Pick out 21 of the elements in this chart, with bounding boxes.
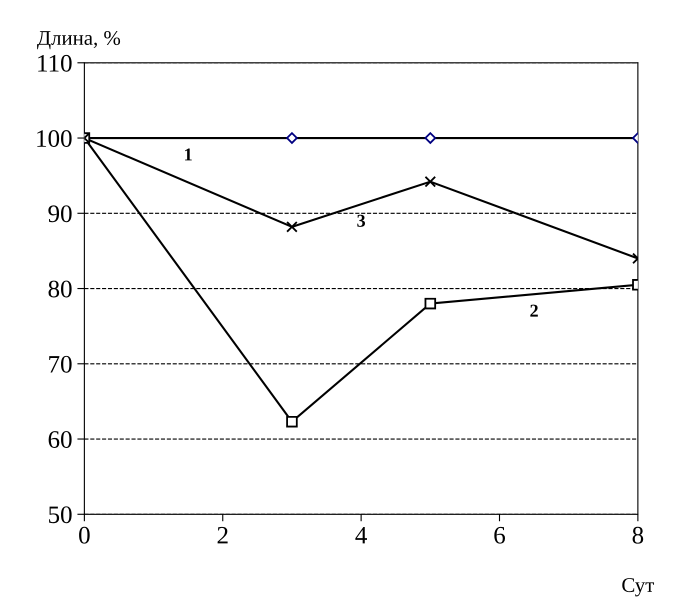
x-tick-label: 2 [218,526,228,544]
x-tick-label: 0 [79,526,90,544]
y-tick-label: 110 [38,54,72,72]
y-tick-label: 70 [49,356,72,373]
point [286,132,298,144]
point [286,416,298,428]
y-tick-label: 50 [49,506,72,524]
point [424,132,436,144]
x-tick-label: 8 [632,526,644,544]
y-tick-label: 90 [48,205,72,222]
y-tick-label: 100 [37,130,72,147]
x-tick-label: 4 [355,526,367,544]
series-label: 2 [530,304,538,317]
x-tick-label: 6 [494,526,506,544]
y-tick-label: 60 [48,431,72,448]
x-axis-title: Сут [622,578,654,596]
y-axis-title: Длина, % [37,30,120,50]
series-label: 3 [357,214,366,227]
y-tick-label: 80 [48,280,72,298]
point [424,298,436,310]
series-label: 1 [185,148,192,160]
